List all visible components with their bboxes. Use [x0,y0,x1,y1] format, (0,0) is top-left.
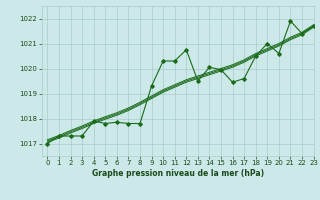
X-axis label: Graphe pression niveau de la mer (hPa): Graphe pression niveau de la mer (hPa) [92,169,264,178]
